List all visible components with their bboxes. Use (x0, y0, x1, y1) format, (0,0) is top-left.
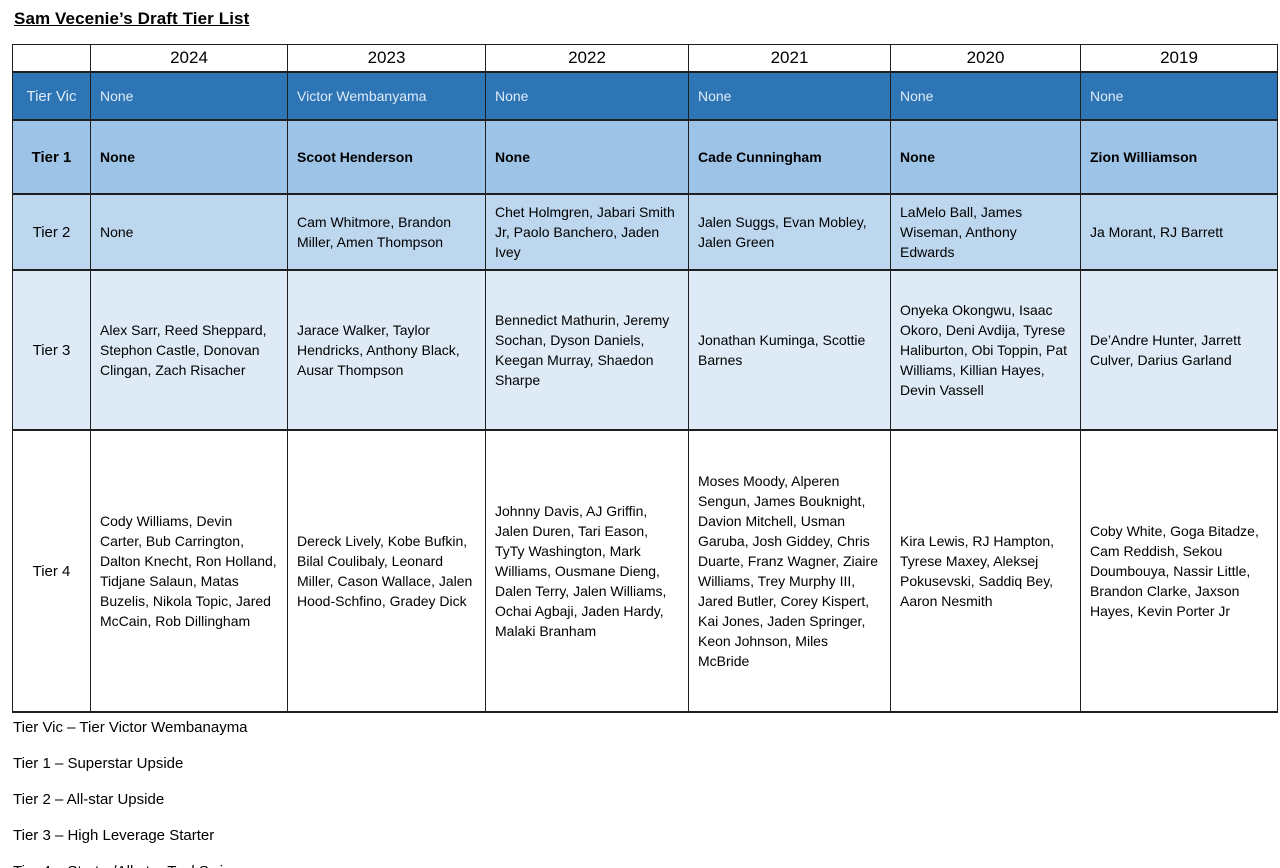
tier-label: Tier Vic (12, 71, 91, 121)
cell-tier-4-2021: Moses Moody, Alperen Sengun, James Boukn… (688, 429, 891, 713)
cell-tier-2-2021: Jalen Suggs, Evan Mobley, Jalen Green (688, 193, 891, 271)
cell-tier-4-2023: Dereck Lively, Kobe Bufkin, Bilal Coulib… (287, 429, 486, 713)
tier-legend: Tier Vic – Tier Victor Wembanayma Tier 1… (13, 719, 1280, 868)
cell-tier-3-2024: Alex Sarr, Reed Sheppard, Stephon Castle… (90, 269, 288, 431)
cell-tier-2-2024: None (90, 193, 288, 271)
table-row-tier-3: Tier 3 Alex Sarr, Reed Sheppard, Stephon… (12, 269, 1278, 431)
cell-tier-1-2019: Zion Williamson (1080, 119, 1278, 195)
cell-tier-4-2022: Johnny Davis, AJ Griffin, Jalen Duren, T… (485, 429, 689, 713)
cell-tier-1-2023: Scoot Henderson (287, 119, 486, 195)
legend-item-tier-3: Tier 3 – High Leverage Starter (13, 827, 215, 844)
cell-tier-3-2023: Jarace Walker, Taylor Hendricks, Anthony… (287, 269, 486, 431)
table-row-tier-1: Tier 1 None Scoot Henderson None Cade Cu… (12, 119, 1278, 195)
corner-cell (12, 44, 91, 73)
tier-label: Tier 3 (12, 269, 91, 431)
cell-tier-vic-2019: None (1080, 71, 1278, 121)
column-header-2023: 2023 (287, 44, 486, 73)
cell-tier-3-2020: Onyeka Okongwu, Isaac Okoro, Deni Avdija… (890, 269, 1081, 431)
tier-label: Tier 2 (12, 193, 91, 271)
legend-item-tier-4: Tier 4 – Starter/All-star Tool Swings (13, 863, 1280, 868)
cell-tier-vic-2023: Victor Wembanyama (287, 71, 486, 121)
cell-tier-vic-2024: None (90, 71, 288, 121)
column-header-2019: 2019 (1080, 44, 1278, 73)
cell-tier-3-2019: De’Andre Hunter, Jarrett Culver, Darius … (1080, 269, 1278, 431)
year-header-row: 2024 2023 2022 2021 2020 2019 (12, 44, 1278, 73)
cell-tier-2-2022: Chet Holmgren, Jabari Smith Jr, Paolo Ba… (485, 193, 689, 271)
cell-tier-1-2021: Cade Cunningham (688, 119, 891, 195)
cell-tier-vic-2022: None (485, 71, 689, 121)
tier-label: Tier 4 (12, 429, 91, 713)
column-header-2022: 2022 (485, 44, 689, 73)
cell-tier-4-2024: Cody Williams, Devin Carter, Bub Carring… (90, 429, 288, 713)
tier-label: Tier 1 (12, 119, 91, 195)
cell-tier-3-2022: Bennedict Mathurin, Jeremy Sochan, Dyson… (485, 269, 689, 431)
cell-tier-2-2019: Ja Morant, RJ Barrett (1080, 193, 1278, 271)
column-header-2020: 2020 (890, 44, 1081, 73)
cell-tier-2-2023: Cam Whitmore, Brandon Miller, Amen Thomp… (287, 193, 486, 271)
cell-tier-1-2020: None (890, 119, 1081, 195)
cell-tier-1-2024: None (90, 119, 288, 195)
cell-tier-2-2020: LaMelo Ball, James Wiseman, Anthony Edwa… (890, 193, 1081, 271)
cell-tier-vic-2021: None (688, 71, 891, 121)
column-header-2021: 2021 (688, 44, 891, 73)
cell-tier-4-2019: Coby White, Goga Bitadze, Cam Reddish, S… (1080, 429, 1278, 713)
legend-item-tier-vic: Tier Vic – Tier Victor Wembanayma (13, 719, 248, 736)
draft-tier-table: 2024 2023 2022 2021 2020 2019 Tier Vic N… (12, 44, 1278, 713)
table-row-tier-vic: Tier Vic None Victor Wembanyama None Non… (12, 71, 1278, 121)
cell-tier-3-2021: Jonathan Kuminga, Scottie Barnes (688, 269, 891, 431)
table-row-tier-4: Tier 4 Cody Williams, Devin Carter, Bub … (12, 429, 1278, 713)
column-header-2024: 2024 (90, 44, 288, 73)
table-row-tier-2: Tier 2 None Cam Whitmore, Brandon Miller… (12, 193, 1278, 271)
page-title: Sam Vecenie’s Draft Tier List (14, 9, 250, 28)
legend-item-tier-2: Tier 2 – All-star Upside (13, 791, 165, 808)
cell-tier-1-2022: None (485, 119, 689, 195)
cell-tier-vic-2020: None (890, 71, 1081, 121)
legend-item-tier-1: Tier 1 – Superstar Upside (13, 755, 184, 772)
cell-tier-4-2020: Kira Lewis, RJ Hampton, Tyrese Maxey, Al… (890, 429, 1081, 713)
